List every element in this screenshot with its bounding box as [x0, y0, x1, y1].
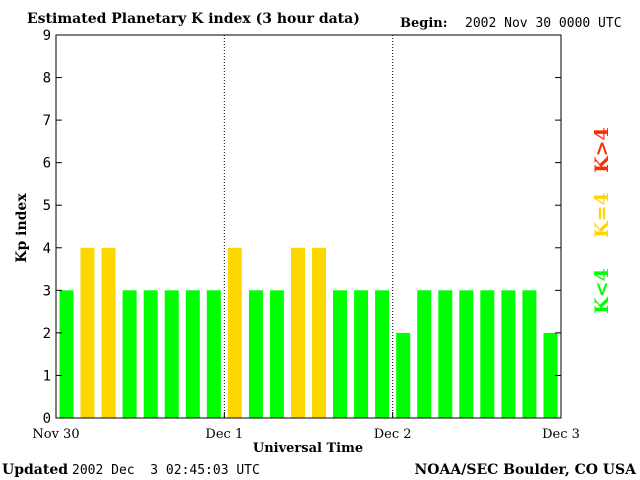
y-tick-label: 3 [43, 283, 51, 299]
kp-bar [480, 290, 495, 418]
x-axis: Nov 30 Dec 1 Dec 2 Dec 3 [32, 412, 580, 442]
y-tick-label: 4 [43, 241, 51, 257]
kp-bar [248, 290, 263, 418]
begin-label: Begin: [400, 16, 448, 31]
kp-bar [101, 247, 116, 418]
kp-bar [206, 290, 221, 418]
x-tick-label: Dec 2 [374, 427, 412, 442]
y-tick-label: 7 [43, 113, 51, 129]
kp-bar [59, 290, 74, 418]
source-credit: NOAA/SEC Boulder, CO USA [415, 462, 638, 478]
y-tick-label: 9 [43, 28, 51, 44]
x-tick-label: Dec 1 [205, 427, 243, 442]
bars-layer [59, 247, 558, 418]
kp-bar [354, 290, 369, 418]
legend-mid: K=4 [591, 192, 613, 238]
kp-bar [185, 290, 200, 418]
y-tick-label: 6 [43, 156, 51, 172]
kp-bar [543, 332, 558, 418]
kp-bar [522, 290, 537, 418]
kp-bar [164, 290, 179, 418]
y-axis-title: Kp index [14, 193, 30, 263]
updated-value: 2002 Dec 3 02:45:03 UTC [72, 463, 260, 478]
kp-bar [269, 290, 284, 418]
y-tick-label: 1 [43, 368, 51, 384]
kp-bar [459, 290, 474, 418]
kp-bar [227, 247, 242, 418]
updated-label: Updated [2, 462, 68, 478]
kp-bar [501, 290, 516, 418]
y-tick-label: 2 [43, 326, 51, 342]
x-tick-label: Nov 30 [32, 427, 79, 442]
kp-bar [291, 247, 305, 418]
y-axis: 0 1 2 3 4 5 6 7 8 9 [43, 28, 561, 427]
kp-bar [375, 290, 390, 418]
kp-bar [80, 247, 95, 418]
y-tick-label: 0 [43, 411, 51, 427]
kp-bar [143, 290, 158, 418]
begin-value: 2002 Nov 30 0000 UTC [465, 16, 622, 31]
x-axis-title: Universal Time [253, 441, 363, 456]
x-tick-label: Dec 3 [542, 427, 580, 442]
chart-title: Estimated Planetary K index (3 hour data… [27, 11, 360, 27]
kp-bar [312, 247, 326, 418]
kp-bar [396, 332, 411, 418]
kp-bar [122, 290, 137, 418]
kp-bar [333, 290, 347, 418]
y-tick-label: 8 [43, 71, 51, 87]
kp-bar [438, 290, 453, 418]
plot-frame [55, 34, 562, 419]
day-dividers [223, 35, 394, 418]
legend-low: K<4 [591, 268, 613, 314]
legend-high: K>4 [591, 127, 613, 173]
y-tick-label: 5 [43, 198, 51, 214]
kp-bar [417, 290, 432, 418]
